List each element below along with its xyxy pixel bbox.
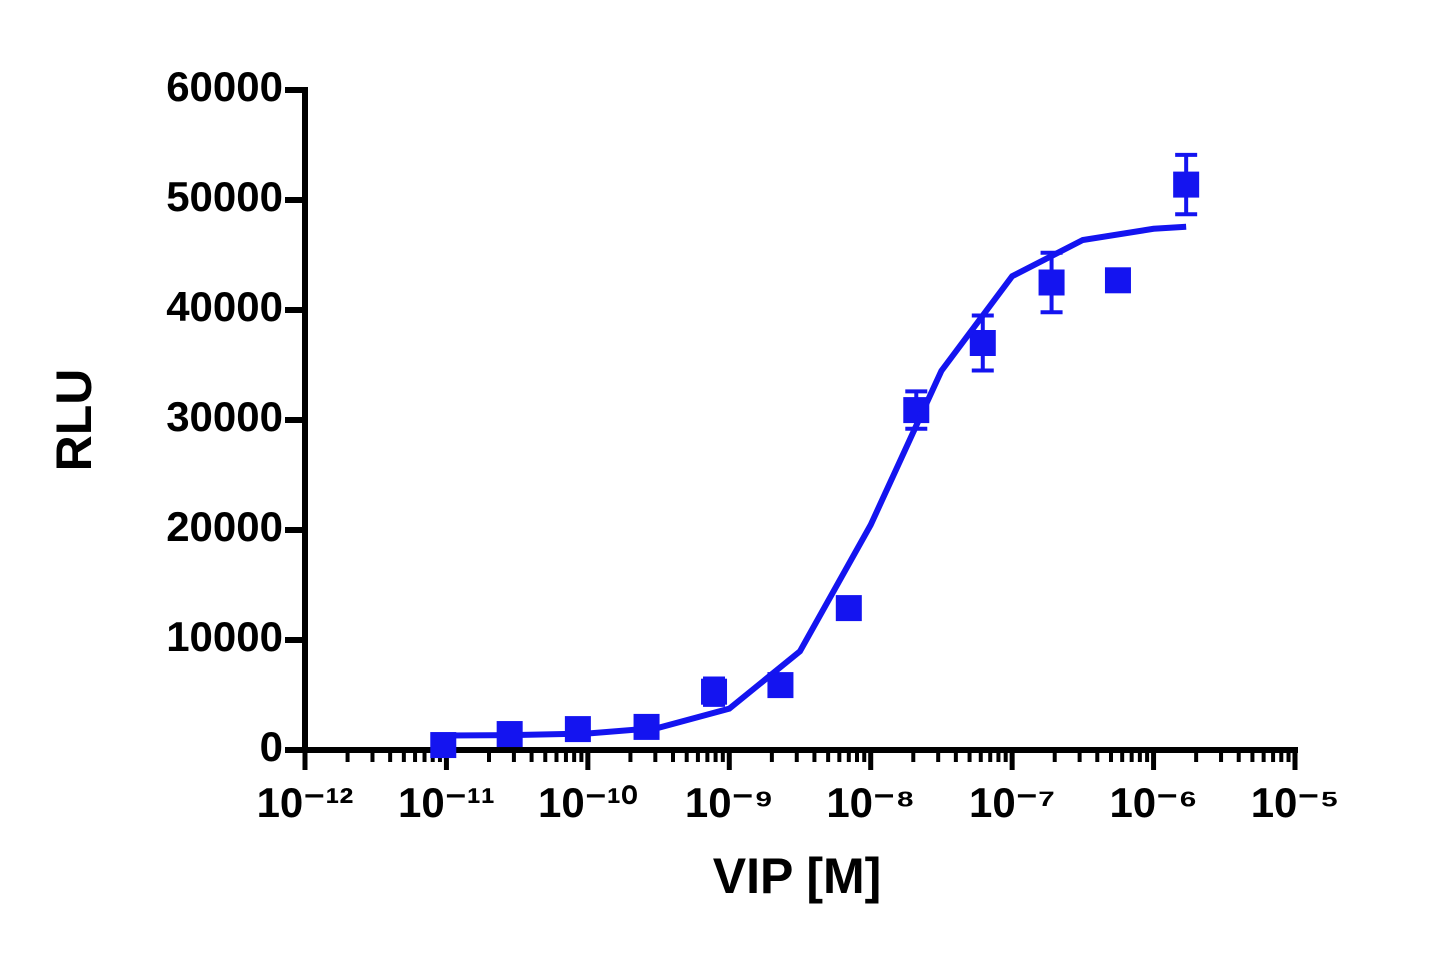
y-tick-label: 60000 (166, 63, 283, 110)
fit-curve (446, 223, 1187, 739)
x-tick-label: 10⁻¹² (257, 779, 354, 826)
x-tick-label: 10⁻⁷ (969, 779, 1055, 826)
y-tick-label: 20000 (166, 503, 283, 550)
x-tick-label: 10⁻¹⁰ (538, 779, 638, 826)
y-tick-label: 0 (260, 723, 283, 770)
y-tick-label: 30000 (166, 393, 283, 440)
y-tick-label: 10000 (166, 613, 283, 660)
y-tick-label: 50000 (166, 173, 283, 220)
x-tick-label: 10⁻¹¹ (398, 779, 495, 826)
data-point (564, 716, 591, 743)
data-point (701, 678, 728, 705)
x-tick-label: 10⁻⁸ (826, 779, 915, 826)
x-tick-label: 10⁻⁹ (685, 779, 774, 826)
y-tick-label: 40000 (166, 283, 283, 330)
data-point (835, 595, 862, 622)
y-axis-label: RLU (46, 369, 102, 472)
x-axis-label: VIP [M] (713, 848, 882, 904)
x-tick-label: 10⁻⁶ (1109, 779, 1197, 826)
data-point (1038, 269, 1065, 296)
data-point (1173, 171, 1200, 198)
data-point (1104, 267, 1131, 294)
data-point (969, 330, 996, 356)
x-tick-label: 10⁻⁵ (1251, 779, 1340, 826)
